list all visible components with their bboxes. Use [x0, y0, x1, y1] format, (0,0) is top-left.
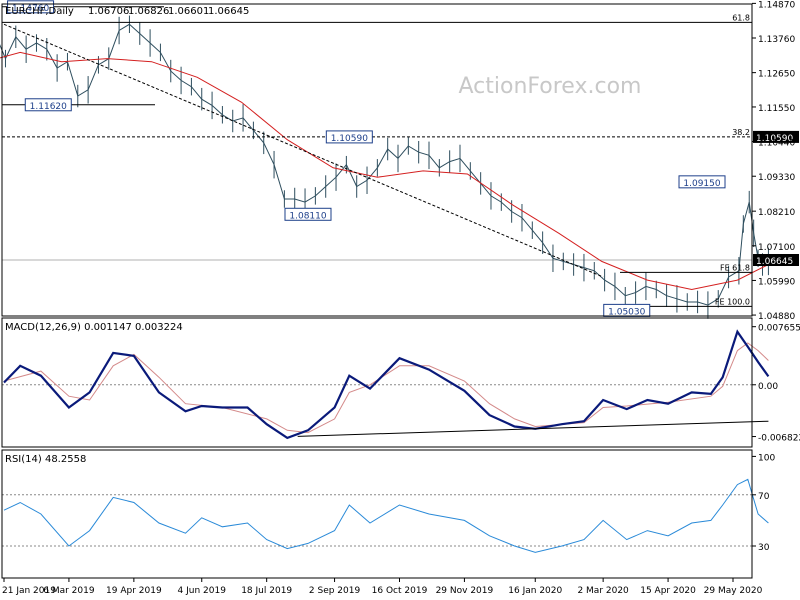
last-price-label: 1.06645 [756, 257, 793, 267]
price-label-text: 1.09150 [683, 179, 720, 189]
price-label-box [24, 98, 72, 112]
macd-line [3, 329, 770, 440]
price-y-tick-label: 1.11550 [758, 104, 795, 114]
moving-average-line [0, 51, 769, 291]
price-label-text: 1.14760 [12, 4, 49, 14]
price-close-line [0, 23, 769, 306]
annotation-layer: 61.8 38.2 1.10590 FE 61.8 FE 100.0 1.06645 1.1… [2, 0, 799, 437]
rsi-y-tick-label: 30 [758, 543, 770, 553]
price-label-text: 1.05030 [608, 307, 645, 317]
price-level-label: 61.8 [732, 13, 750, 22]
symbol-title: EURCHF,Daily [5, 6, 74, 17]
x-tick-label: 6 Mar 2019 [43, 586, 95, 596]
rsi-line [3, 478, 769, 553]
price-y-tick-label: 1.13760 [758, 35, 795, 45]
x-tick-label: 16 Oct 2019 [372, 586, 428, 596]
price-trendline [3, 23, 604, 278]
macd-title: MACD(12,26,9) 0.001147 0.003224 [5, 322, 183, 333]
macd-y-tick-label: -0.006822 [758, 434, 800, 444]
grid-layer [2, 259, 752, 547]
price-y-tick-label: 1.09330 [758, 173, 795, 183]
price-y-tick-label: 1.08210 [758, 208, 795, 218]
price-label-text: 1.08110 [289, 211, 326, 221]
price-level-label: FE 100.0 [715, 297, 750, 306]
series-layer [0, 15, 770, 553]
x-tick-label: 4 Jun 2019 [178, 586, 227, 596]
last-price-box [753, 253, 799, 266]
price-level-box [753, 130, 799, 143]
price-y-tick-label: 1.10440 [758, 139, 795, 149]
x-tick-label: 2 Sep 2019 [309, 586, 361, 596]
x-tick-label: 29 May 2020 [704, 586, 763, 596]
macd-signal-line [3, 342, 769, 434]
price-level-label: 38.2 [732, 128, 750, 137]
x-tick-label: 15 Apr 2020 [640, 586, 696, 596]
price-y-tick-label: 1.04880 [758, 312, 795, 322]
macd-y-tick-label: 0.007655 [758, 324, 800, 334]
x-tick-label: 18 Jul 2019 [241, 586, 292, 596]
price-pane-frame [1, 3, 753, 317]
macd-y-tick-label: 0.00 [758, 382, 778, 392]
ohlc-close: 1.06645 [208, 6, 249, 17]
x-tick-label: 16 Jan 2020 [508, 586, 562, 596]
ohlc-open: 1.06706 [88, 6, 129, 17]
ohlc-high: 1.06826 [128, 6, 169, 17]
x-tick-label: 2 Mar 2020 [577, 586, 629, 596]
watermark: ActionForex.com [459, 74, 642, 99]
price-level-box-label: 1.10590 [756, 134, 793, 144]
price-label-box [678, 175, 726, 189]
x-tick-label: 29 Nov 2019 [436, 586, 494, 596]
price-level-label: FE 61.8 [720, 263, 750, 272]
rsi-title: RSI(14) 48.2558 [5, 454, 86, 465]
x-tick-label: 21 Jan 2019 [2, 586, 56, 596]
rsi-y-tick-label: 70 [758, 492, 770, 502]
price-label-box [325, 130, 373, 144]
price-label-text: 1.10590 [331, 134, 368, 144]
ohlc-low: 1.06601 [168, 6, 209, 17]
x-tick-label: 19 Apr 2019 [106, 586, 162, 596]
price-label-text: 1.11620 [30, 102, 67, 112]
macd-pane-frame [1, 317, 753, 448]
price-label-box [284, 207, 332, 221]
price-y-tick-label: 1.05990 [758, 277, 795, 287]
rsi-y-tick-label: 100 [758, 453, 775, 463]
price-y-tick-label: 1.07100 [758, 243, 795, 253]
macd-trendline [297, 420, 769, 437]
price-y-tick-label: 1.12650 [758, 70, 795, 80]
rsi-pane-frame [1, 449, 753, 579]
price-y-tick-label: 1.14870 [758, 0, 795, 10]
